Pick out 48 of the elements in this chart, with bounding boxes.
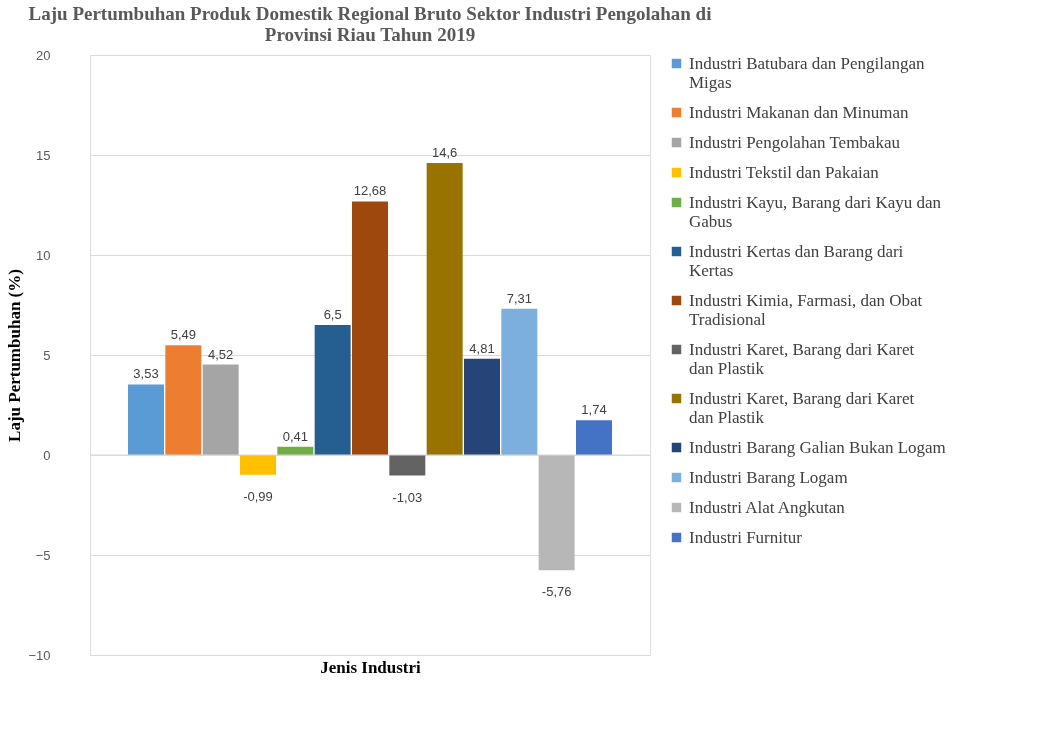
y-tick-label: −5 bbox=[35, 547, 51, 563]
bar bbox=[314, 325, 351, 455]
bar bbox=[165, 345, 202, 455]
data-label: 0,41 bbox=[282, 428, 308, 444]
x-axis-title: Jenis Industri bbox=[320, 657, 422, 677]
y-tick-label: −10 bbox=[28, 647, 51, 663]
data-label: 14,6 bbox=[432, 145, 458, 160]
chart-title: Laju Pertumbuhan Produk Domestik Regional Bruto Sektor Industri Pengolahan di Provinsi Riau Tahun 2019 bbox=[28, 3, 712, 45]
data-label: 3,53 bbox=[133, 366, 159, 382]
legend-label: Industri Kimia, Farmasi, dan Obat Tradisional bbox=[689, 290, 923, 329]
data-label: 1,74 bbox=[581, 402, 607, 418]
data-label: 6,5 bbox=[323, 307, 342, 322]
bar bbox=[464, 358, 500, 455]
legend-label: Industri Makanan dan Minuman bbox=[689, 102, 910, 122]
data-label: 4,52 bbox=[208, 346, 234, 362]
bar bbox=[202, 364, 239, 455]
data-label: -1,03 bbox=[392, 489, 423, 505]
legend-label: Industri Karet, Barang dari Karet dan Plastik bbox=[689, 388, 915, 427]
legend-label: Industri Kertas dan Barang dari Kertas bbox=[689, 241, 904, 280]
legend-label: Industri Furnitur bbox=[689, 527, 803, 547]
legend-label: Industri Karet, Barang dari Karet dan Plastik bbox=[689, 339, 915, 378]
bar bbox=[128, 384, 164, 455]
legend-label: Industri Barang Galian Bukan Logam bbox=[689, 437, 946, 457]
legend-label: Industri Batubara dan Pengilangan Migas bbox=[689, 53, 926, 92]
bar bbox=[576, 420, 612, 455]
y-tick-label: 15 bbox=[36, 147, 51, 163]
data-label: 12,68 bbox=[353, 183, 387, 199]
data-label: -5,76 bbox=[541, 584, 572, 600]
data-label: 7,31 bbox=[506, 290, 532, 306]
data-label: 5,49 bbox=[170, 327, 196, 343]
y-tick-label: 0 bbox=[43, 447, 51, 463]
bar bbox=[352, 201, 388, 455]
y-axis-title: Laju Pertumbuhan (%) bbox=[5, 269, 25, 442]
legend-label: Industri Pengolahan Tembakau bbox=[689, 132, 901, 152]
legend-label: Industri Alat Angkutan bbox=[689, 497, 846, 517]
bar bbox=[426, 163, 463, 455]
bar bbox=[538, 455, 575, 571]
legend-label: Industri Tekstil dan Pakaian bbox=[689, 162, 880, 182]
bar bbox=[240, 455, 276, 475]
y-tick-label: 5 bbox=[43, 347, 51, 363]
y-tick-label: 10 bbox=[36, 247, 51, 263]
data-label: 4,81 bbox=[469, 340, 495, 356]
legend-label: Industri Barang Logam bbox=[689, 467, 848, 487]
legend-label: Industri Kayu, Barang dari Kayu dan Gabus bbox=[689, 192, 942, 231]
data-label: -0,99 bbox=[243, 488, 273, 504]
bar bbox=[389, 455, 426, 476]
y-tick-label: 20 bbox=[36, 47, 51, 63]
bar bbox=[501, 308, 538, 455]
